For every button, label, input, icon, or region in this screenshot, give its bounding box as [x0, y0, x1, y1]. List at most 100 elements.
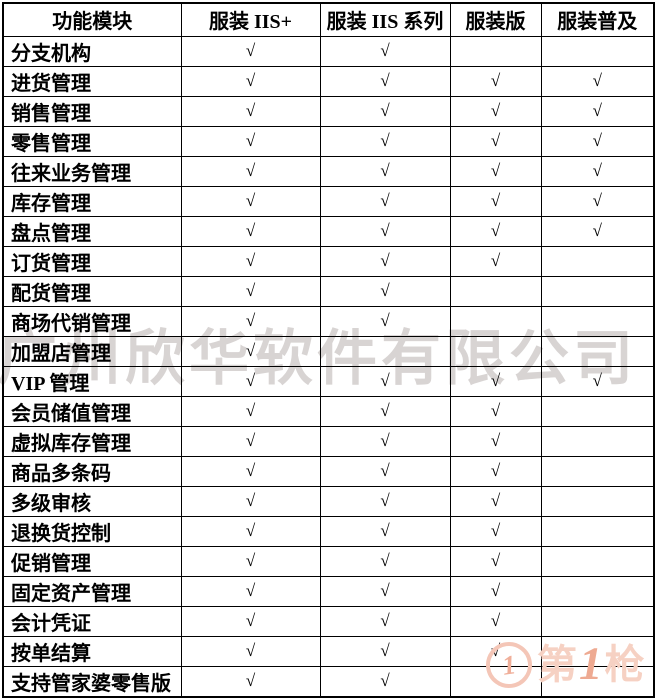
check-cell: √ — [180, 245, 321, 277]
check-cell — [540, 35, 655, 67]
check-cell: √ — [449, 245, 542, 277]
table-row: 库存管理 √ √ √ √ — [2, 185, 655, 217]
module-cell: 分支机构 — [2, 35, 182, 67]
check-cell: √ — [540, 155, 655, 187]
module-cell: 会计凭证 — [2, 605, 182, 637]
module-cell: 虚拟库存管理 — [2, 425, 182, 457]
table-row: 虚拟库存管理 √ √ √ — [2, 425, 655, 457]
check-cell — [540, 305, 655, 337]
check-cell — [449, 335, 542, 367]
table-row: 配货管理 √ √ — [2, 275, 655, 307]
check-cell: √ — [449, 155, 542, 187]
check-cell: √ — [319, 95, 451, 127]
module-cell: 退换货控制 — [2, 515, 182, 547]
check-cell: √ — [540, 185, 655, 217]
check-cell: √ — [180, 155, 321, 187]
module-cell: 零售管理 — [2, 125, 182, 157]
table-row: 支持管家婆零售版 √ √ — [2, 665, 655, 697]
check-cell: √ — [319, 515, 451, 547]
check-cell: √ — [449, 605, 542, 637]
module-cell: 销售管理 — [2, 95, 182, 127]
module-cell: 商场代销管理 — [2, 305, 182, 337]
check-cell: √ — [180, 305, 321, 337]
header-cell-iis-series: 服装 IIS 系列 — [319, 2, 451, 37]
check-cell: √ — [180, 395, 321, 427]
check-cell: √ — [449, 215, 542, 247]
check-cell: √ — [449, 185, 542, 217]
table-row: 会员储值管理 √ √ √ — [2, 395, 655, 427]
check-cell: √ — [180, 65, 321, 97]
header-cell-module: 功能模块 — [2, 2, 182, 37]
table-row: 盘点管理 √ √ √ √ — [2, 215, 655, 247]
module-cell: 盘点管理 — [2, 215, 182, 247]
check-cell — [540, 395, 655, 427]
module-cell: 按单结算 — [2, 635, 182, 667]
module-cell: VIP 管理 — [2, 365, 182, 397]
check-cell: √ — [180, 515, 321, 547]
check-cell — [540, 515, 655, 547]
check-cell: √ — [449, 635, 542, 667]
check-cell: √ — [180, 365, 321, 397]
check-cell: √ — [180, 665, 321, 697]
module-cell: 支持管家婆零售版 — [2, 665, 182, 697]
check-cell — [540, 455, 655, 487]
check-cell: √ — [180, 335, 321, 367]
check-cell: √ — [319, 455, 451, 487]
check-cell: √ — [319, 35, 451, 67]
check-cell: √ — [319, 635, 451, 667]
module-cell: 商品多条码 — [2, 455, 182, 487]
check-cell: √ — [449, 65, 542, 97]
check-cell: √ — [319, 395, 451, 427]
check-cell: √ — [540, 365, 655, 397]
check-cell: √ — [319, 545, 451, 577]
table-row: 按单结算 √ √ √ — [2, 635, 655, 667]
module-cell: 会员储值管理 — [2, 395, 182, 427]
table-row: 往来业务管理 √ √ √ √ — [2, 155, 655, 187]
check-cell: √ — [319, 575, 451, 607]
module-cell: 库存管理 — [2, 185, 182, 217]
table-row: 订货管理 √ √ √ — [2, 245, 655, 277]
module-cell: 固定资产管理 — [2, 575, 182, 607]
check-cell: √ — [449, 395, 542, 427]
module-cell: 往来业务管理 — [2, 155, 182, 187]
check-cell: √ — [449, 515, 542, 547]
table-row: 进货管理 √ √ √ √ — [2, 65, 655, 97]
check-cell — [540, 335, 655, 367]
table-row: 商品多条码 √ √ √ — [2, 455, 655, 487]
table-row: 零售管理 √ √ √ √ — [2, 125, 655, 157]
header-cell-fzb: 服装版 — [449, 2, 542, 37]
module-cell: 订货管理 — [2, 245, 182, 277]
check-cell: √ — [449, 425, 542, 457]
check-cell — [540, 575, 655, 607]
table-row: VIP 管理 √ √ √ √ — [2, 365, 655, 397]
module-cell: 促销管理 — [2, 545, 182, 577]
check-cell: √ — [319, 305, 451, 337]
check-cell: √ — [540, 65, 655, 97]
header-row: 功能模块 服装 IIS+ 服装 IIS 系列 服装版 服装普及 — [2, 2, 655, 37]
check-cell — [449, 35, 542, 67]
check-cell — [319, 335, 451, 367]
check-cell: √ — [449, 575, 542, 607]
check-cell — [540, 545, 655, 577]
check-cell — [540, 425, 655, 457]
table-row: 商场代销管理 √ √ — [2, 305, 655, 337]
check-cell: √ — [180, 425, 321, 457]
check-cell: √ — [540, 125, 655, 157]
check-cell — [449, 305, 542, 337]
check-cell: √ — [319, 65, 451, 97]
module-cell: 配货管理 — [2, 275, 182, 307]
check-cell: √ — [319, 605, 451, 637]
check-cell: √ — [319, 125, 451, 157]
module-cell: 多级审核 — [2, 485, 182, 517]
check-cell: √ — [449, 95, 542, 127]
header-cell-pj: 服装普及 — [540, 2, 655, 37]
module-cell: 进货管理 — [2, 65, 182, 97]
check-cell: √ — [319, 425, 451, 457]
check-cell: √ — [540, 95, 655, 127]
table-body: 分支机构 √ √ 进货管理 √ √ √ √ 销售管理 √ √ √ √ 零售管理 √ √ √ √ 往来… — [2, 35, 655, 697]
table-row: 退换货控制 √ √ √ — [2, 515, 655, 547]
check-cell: √ — [319, 275, 451, 307]
check-cell: √ — [449, 545, 542, 577]
check-cell: √ — [319, 365, 451, 397]
